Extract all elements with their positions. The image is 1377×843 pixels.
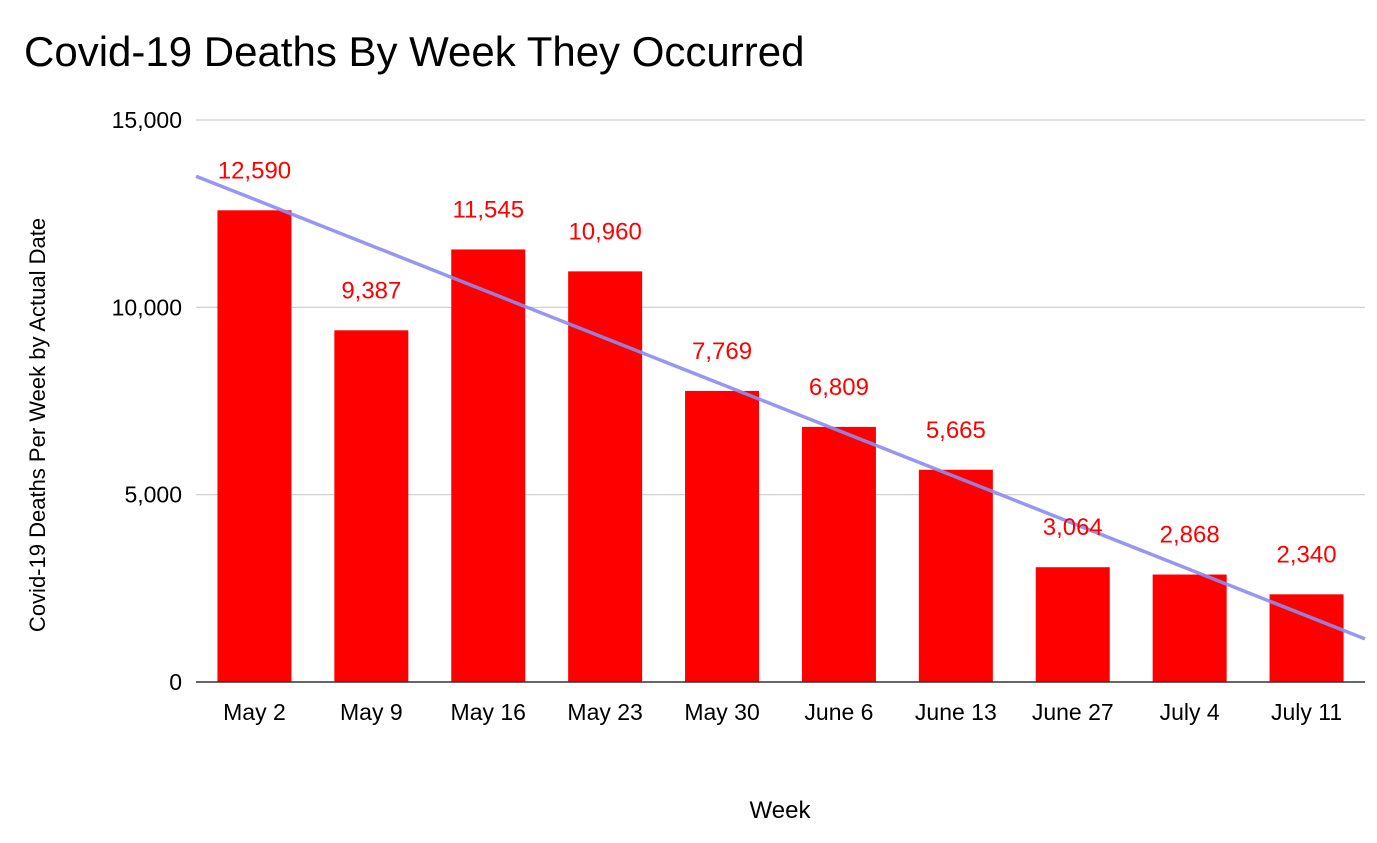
bar <box>334 330 409 682</box>
data-label: 11,545 <box>452 196 524 223</box>
data-label: 7,769 <box>692 338 752 365</box>
x-tick-label: June 13 <box>915 699 997 725</box>
bar <box>1035 567 1110 682</box>
trendline-layer <box>195 174 1366 641</box>
x-tick-label: June 27 <box>1032 699 1114 725</box>
y-tick-labels: 0 5,000 10,000 15,000 <box>112 107 182 695</box>
x-axis-label: Week <box>750 797 812 824</box>
data-label: 12,590 <box>218 157 291 184</box>
bar <box>1269 594 1344 682</box>
y-tick-label: 5,000 <box>124 482 182 508</box>
bar <box>918 469 993 682</box>
y-axis-label: Covid-19 Deaths Per Week by Actual Date <box>25 218 50 632</box>
x-tick-labels: May 2 May 9 May 16 May 23 May 30 June 6 June 1… <box>223 699 1342 725</box>
chart-title: Covid-19 Deaths By Week They Occurred <box>24 28 804 75</box>
x-tick-label: May 30 <box>684 699 759 725</box>
y-tick-label: 0 <box>169 669 182 695</box>
x-tick-label: May 9 <box>340 699 403 725</box>
x-tick-label: May 16 <box>451 699 526 725</box>
x-tick-label: May 23 <box>567 699 642 725</box>
bar <box>1152 574 1227 682</box>
data-label: 2,340 <box>1277 541 1337 568</box>
bars <box>217 210 1344 682</box>
bar <box>217 210 292 682</box>
y-tick-label: 10,000 <box>112 294 182 320</box>
x-tick-label: May 2 <box>223 699 286 725</box>
bar <box>451 249 526 682</box>
x-tick-label: June 6 <box>804 699 873 725</box>
data-label: 5,665 <box>926 417 986 444</box>
data-label: 10,960 <box>568 218 641 245</box>
bar <box>801 426 876 682</box>
data-label: 9,387 <box>341 277 401 304</box>
data-label: 6,809 <box>809 374 869 401</box>
trendline <box>195 174 1366 641</box>
data-labels: 12,590 9,387 11,545 10,960 7,769 6,809 5,665 3,… <box>218 157 1337 568</box>
bar <box>568 271 643 682</box>
bar <box>685 390 760 682</box>
y-tick-label: 15,000 <box>112 107 182 133</box>
data-label: 3,064 <box>1043 514 1103 541</box>
x-tick-label: July 4 <box>1160 699 1220 725</box>
x-tick-label: July 11 <box>1271 699 1342 725</box>
data-label: 2,868 <box>1160 522 1220 549</box>
